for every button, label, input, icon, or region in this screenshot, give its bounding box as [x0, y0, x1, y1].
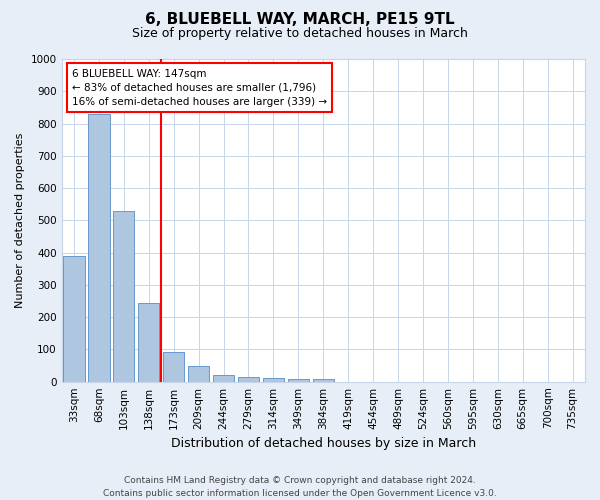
Bar [88, 114, 110, 382]
Text: Size of property relative to detached houses in March: Size of property relative to detached ho… [132, 28, 468, 40]
Bar [138, 302, 160, 382]
Bar [313, 379, 334, 382]
Text: 6 BLUEBELL WAY: 147sqm
← 83% of detached houses are smaller (1,796)
16% of semi-: 6 BLUEBELL WAY: 147sqm ← 83% of detached… [72, 68, 327, 106]
Bar [163, 352, 184, 382]
Bar [238, 377, 259, 382]
Bar [188, 366, 209, 382]
Y-axis label: Number of detached properties: Number of detached properties [15, 132, 25, 308]
Text: 6, BLUEBELL WAY, MARCH, PE15 9TL: 6, BLUEBELL WAY, MARCH, PE15 9TL [145, 12, 455, 28]
Bar [288, 379, 309, 382]
X-axis label: Distribution of detached houses by size in March: Distribution of detached houses by size … [171, 437, 476, 450]
Bar [64, 256, 85, 382]
Bar [213, 375, 234, 382]
Text: Contains HM Land Registry data © Crown copyright and database right 2024.
Contai: Contains HM Land Registry data © Crown c… [103, 476, 497, 498]
Bar [113, 210, 134, 382]
Bar [263, 378, 284, 382]
